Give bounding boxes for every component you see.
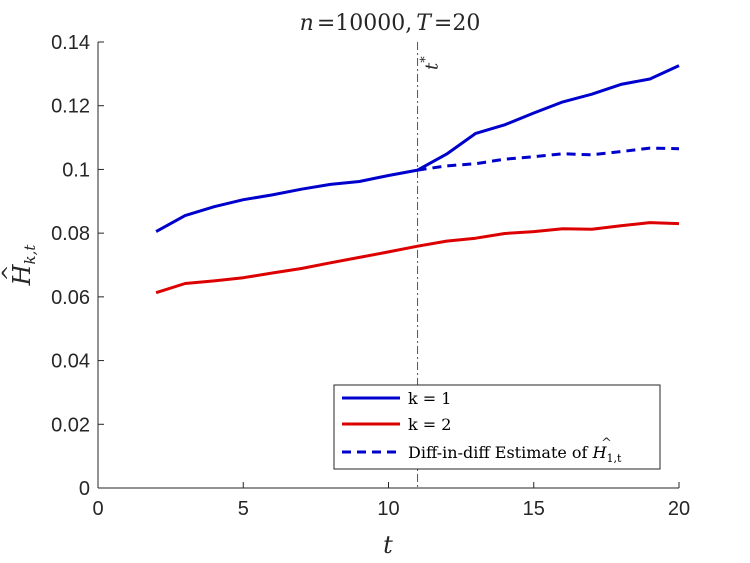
- y-axis-label: Hk,t ^: [0, 244, 39, 287]
- y-tick-label: 0.02: [51, 414, 90, 436]
- series-layer: [155, 64, 680, 295]
- legend-hat-did: ^: [601, 436, 612, 451]
- legend: k = 1 k = 2 Diff-in-diff Estimate of H1,…: [333, 384, 661, 470]
- legend-label-did: Diff-in-diff Estimate of H1,t: [408, 443, 622, 465]
- x-tick-label: 10: [377, 498, 399, 520]
- legend-label-k2: k = 2: [408, 415, 451, 434]
- x-ticks: 0 5 10 15 20: [92, 482, 690, 520]
- y-tick-label: 0.12: [51, 96, 90, 118]
- x-axis-label: t: [383, 531, 393, 559]
- x-tick-label: 20: [668, 498, 690, 520]
- y-tick-label: 0: [79, 478, 90, 500]
- y-label-hat: ^: [0, 265, 21, 282]
- chart-title: n =10000, T =20: [300, 11, 481, 36]
- svg-text:Hk,t: Hk,t: [8, 244, 39, 287]
- x-tick-label: 15: [523, 498, 545, 520]
- y-tick-label: 0.04: [51, 351, 90, 373]
- y-tick-label: 0.08: [51, 223, 90, 245]
- x-tick-label: 0: [92, 498, 103, 520]
- x-tick-label: 5: [238, 498, 249, 520]
- y-tick-label: 0.14: [51, 32, 90, 54]
- y-tick-label: 0.1: [62, 159, 90, 181]
- series-line-k2: [155, 221, 680, 295]
- legend-label-k1: k = 1: [408, 389, 451, 408]
- y-label-subscript: k,t: [21, 244, 39, 265]
- y-tick-label: 0.06: [51, 287, 90, 309]
- y-label-base: H: [8, 263, 36, 286]
- svg-text:t*: t*: [419, 56, 443, 70]
- reference-vline-label: t*: [419, 56, 443, 70]
- y-ticks: 0 0.02 0.04 0.06 0.08 0.1 0.12 0.14: [51, 32, 104, 500]
